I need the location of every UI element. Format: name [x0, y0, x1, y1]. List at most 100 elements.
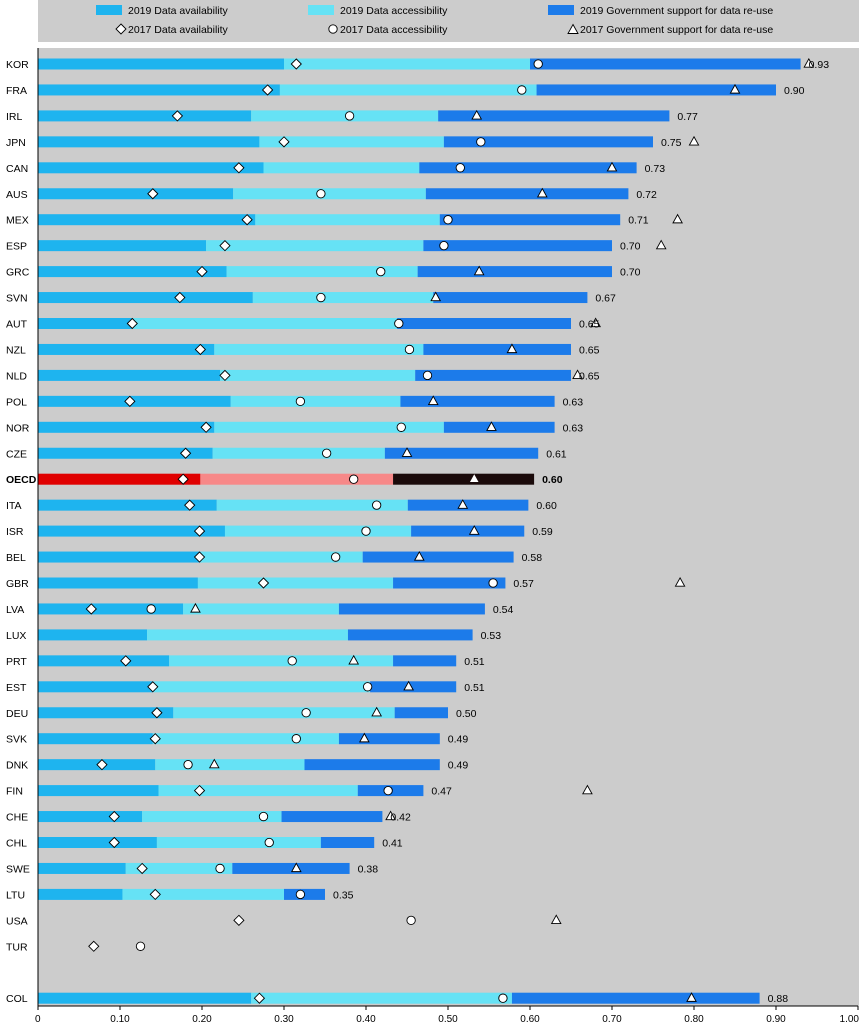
bar-support: [281, 811, 383, 823]
bar-accessibility: [251, 110, 439, 122]
country-label: TUR: [6, 941, 28, 953]
bar-availability: [38, 525, 225, 537]
bar-support: [423, 240, 612, 252]
marker-2017-support: [536, 187, 548, 198]
marker-2017-availability: [179, 447, 192, 459]
marker-2017-availability: [136, 862, 148, 875]
x-tick-label: 0.20: [192, 1014, 212, 1024]
marker-2017-accessibility: [321, 448, 332, 458]
bar-support: [362, 551, 514, 563]
marker-2017-availability: [149, 888, 161, 901]
total-value-label: 0.41: [382, 838, 403, 850]
country-label: DEU: [6, 708, 28, 720]
bar-support: [439, 214, 621, 226]
bar-support: [400, 395, 555, 407]
marker-2017-accessibility: [396, 422, 406, 432]
marker-2017-support: [688, 135, 700, 146]
bar-support: [411, 525, 525, 537]
bar-availability: [38, 577, 198, 589]
total-value-label: 0.77: [677, 111, 698, 123]
marker-2017-support: [403, 680, 415, 691]
marker-2017-availability: [219, 240, 231, 252]
marker-2017-support: [469, 474, 479, 482]
bar-support: [384, 447, 539, 459]
total-value-label: 0.63: [563, 422, 584, 434]
bar-availability: [38, 629, 148, 641]
bar-support: [443, 421, 555, 433]
total-value-label: 0.61: [546, 448, 567, 460]
total-value-label: 0.49: [448, 760, 469, 772]
marker-2017-availability: [290, 58, 302, 70]
total-value-label: 0.63: [563, 396, 584, 408]
bar-accessibility: [147, 629, 348, 641]
bar-support: [417, 266, 612, 278]
x-tick-label: 0.30: [274, 1014, 294, 1024]
marker-2017-accessibility: [146, 604, 156, 614]
legend-swatch-availability: [96, 5, 122, 15]
marker-2017-support: [572, 369, 583, 380]
marker-2017-availability: [171, 110, 184, 122]
bar-support: [304, 759, 440, 771]
country-label: COL: [6, 993, 28, 1005]
marker-2017-support: [430, 291, 442, 302]
x-tick-label: 1.00: [840, 1014, 859, 1024]
marker-2017-accessibility: [517, 85, 527, 95]
marker-2017-support: [358, 732, 370, 743]
marker-2017-accessibility: [362, 682, 373, 692]
country-label: POL: [6, 396, 27, 408]
bar-support: [320, 837, 375, 848]
marker-2017-support: [413, 551, 425, 561]
total-value-label: 0.65: [579, 344, 600, 356]
marker-2017-support: [729, 83, 741, 94]
marker-2017-availability: [193, 784, 206, 797]
bar-accessibility: [156, 837, 321, 848]
marker-2017-support: [686, 992, 697, 1002]
total-value-label: 0.75: [661, 137, 682, 149]
total-value-label: 0.65: [579, 370, 600, 382]
marker-2017-support: [190, 602, 201, 613]
x-tick-label: 0: [35, 1014, 41, 1024]
marker-2017-support: [582, 784, 593, 795]
bar-support: [338, 603, 485, 615]
bar-availability: [38, 266, 227, 278]
total-value-label: 0.58: [522, 552, 543, 564]
bar-accessibility: [226, 266, 418, 278]
total-value-label: 0.67: [595, 293, 616, 305]
country-label: AUS: [6, 189, 28, 201]
total-value-label: 0.70: [620, 267, 641, 279]
x-axis: 0 0.10 0.20 0.30 0.40 0.50 0.60 0.70 0.80 0.90 1.0…: [35, 48, 859, 1024]
bar-accessibility: [214, 343, 424, 355]
bar-support: [393, 655, 457, 667]
marker-2017-accessibility: [406, 915, 416, 925]
bar-availability: [38, 240, 207, 252]
x-tick-label: 0.70: [602, 1014, 622, 1024]
total-value-label: 0.51: [464, 656, 485, 668]
bar-support: [370, 681, 457, 693]
marker-2017-accessibility: [422, 370, 433, 381]
marker-2017-availability: [108, 810, 120, 823]
marker-2017-availability: [151, 707, 163, 719]
bar-accessibility: [132, 318, 398, 329]
country-label: OECD: [6, 474, 37, 486]
marker-2017-accessibility: [376, 266, 386, 277]
bar-support: [393, 473, 535, 485]
marker-2017-support: [457, 499, 469, 509]
bar-availability: [38, 992, 252, 1004]
marker-2017-availability: [257, 577, 270, 589]
marker-2017-accessibility: [439, 240, 449, 251]
marker-2017-accessibility: [394, 318, 404, 329]
bar-availability: [38, 162, 264, 174]
bar-accessibility: [224, 525, 412, 537]
bar-accessibility: [125, 862, 233, 874]
bar-availability: [38, 84, 280, 96]
total-value-label: 0.60: [542, 474, 563, 486]
country-label: IRL: [6, 111, 23, 123]
country-label: SWE: [6, 863, 30, 875]
x-tick-label: 0.60: [520, 1014, 540, 1024]
bar-accessibility: [255, 214, 440, 226]
total-value-label: 0.59: [532, 526, 553, 538]
bar-availability: [38, 733, 153, 745]
bar-accessibility: [169, 655, 394, 667]
bar-accessibility: [122, 888, 285, 900]
